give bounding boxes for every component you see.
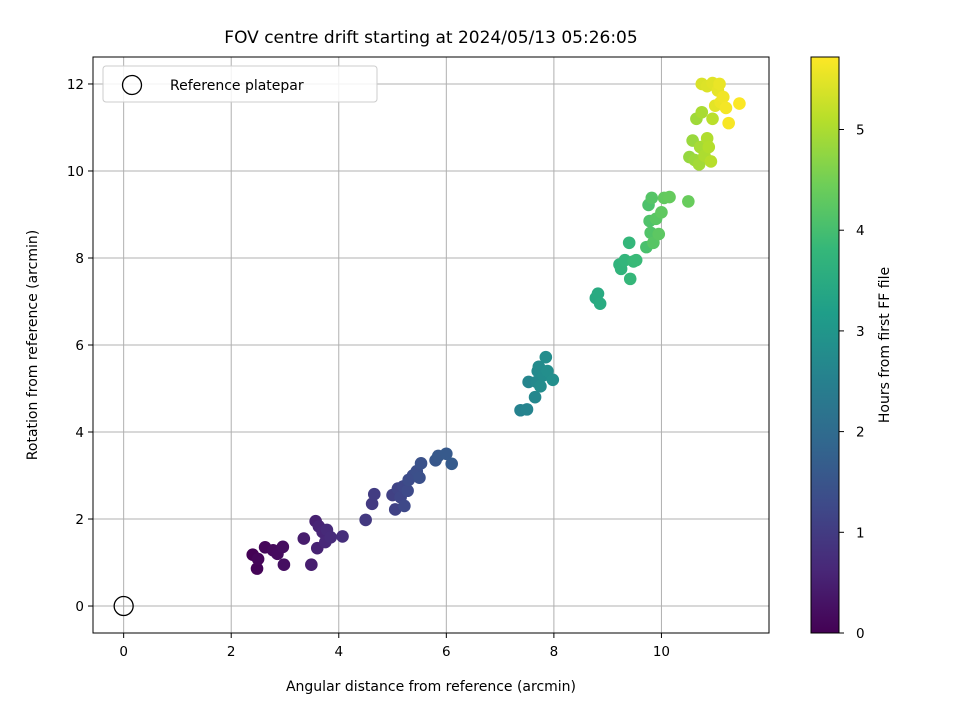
y-tick-label: 6 xyxy=(75,338,84,354)
data-point xyxy=(652,227,666,241)
data-point xyxy=(623,272,637,286)
data-point xyxy=(655,206,668,219)
data-point xyxy=(305,558,318,571)
data-point xyxy=(324,530,338,544)
colorbar-tick-label: 5 xyxy=(856,123,865,139)
y-tick-label: 4 xyxy=(75,425,84,441)
y-tick-label: 10 xyxy=(67,164,84,180)
data-point xyxy=(663,190,676,204)
colorbar-tick-label: 3 xyxy=(856,324,865,340)
x-axis-ticks: 0 2 4 6 8 10 xyxy=(119,633,670,660)
data-point xyxy=(682,195,695,208)
data-point xyxy=(719,101,733,115)
data-point xyxy=(645,191,659,205)
data-point xyxy=(251,552,265,566)
data-point xyxy=(440,447,453,461)
data-point xyxy=(250,562,264,575)
colorbar-tick-label: 2 xyxy=(856,425,865,441)
data-point xyxy=(520,403,534,416)
data-point xyxy=(277,558,291,571)
grid xyxy=(93,57,769,633)
data-points xyxy=(246,76,746,575)
data-point xyxy=(702,140,716,154)
y-tick-label: 0 xyxy=(75,599,84,615)
colorbar xyxy=(810,56,840,634)
x-tick-label: 0 xyxy=(119,644,128,660)
data-point xyxy=(445,457,459,471)
data-point xyxy=(359,513,372,527)
data-point xyxy=(365,497,379,511)
y-tick-label: 12 xyxy=(67,77,84,93)
reference-marker-group xyxy=(113,595,134,617)
colorbar-label: Hours from first FF file xyxy=(877,267,893,423)
y-tick-label: 8 xyxy=(75,251,84,267)
data-point xyxy=(706,112,719,126)
data-point xyxy=(297,532,311,545)
data-point xyxy=(336,530,349,543)
colorbar-tick-label: 0 xyxy=(856,626,865,642)
data-point xyxy=(733,97,746,110)
data-point xyxy=(367,487,381,501)
colorbar-tick-label: 1 xyxy=(856,525,865,541)
data-point xyxy=(629,253,643,267)
x-tick-label: 8 xyxy=(550,644,559,660)
reference-platepar-marker xyxy=(113,595,134,617)
y-tick-label: 2 xyxy=(75,512,84,528)
data-point xyxy=(704,155,718,168)
data-point xyxy=(695,105,709,119)
colorbar-ticks: 0 1 2 3 4 5 xyxy=(839,123,865,642)
data-point xyxy=(591,287,605,300)
data-point xyxy=(414,457,428,470)
data-point xyxy=(401,484,414,498)
legend-label: Reference platepar xyxy=(170,78,304,94)
y-axis-label: Rotation from reference (arcmin) xyxy=(25,230,41,460)
legend-box xyxy=(102,65,378,103)
legend-open-circle-marker xyxy=(121,74,143,96)
chart-title: FOV centre drift starting at 2024/05/13 … xyxy=(224,28,637,48)
legend: Reference platepar xyxy=(102,65,378,103)
data-point xyxy=(539,350,553,364)
colorbar-tick-label: 4 xyxy=(856,223,865,239)
data-point xyxy=(713,77,726,91)
data-point xyxy=(534,380,547,393)
data-point xyxy=(413,471,426,484)
x-tick-label: 2 xyxy=(227,644,236,660)
data-point xyxy=(593,297,607,310)
data-point xyxy=(398,499,411,513)
x-tick-label: 4 xyxy=(334,644,343,660)
y-axis-ticks: 0 2 4 6 8 10 12 xyxy=(67,77,93,615)
data-point xyxy=(276,540,290,554)
data-point xyxy=(528,390,542,404)
x-tick-label: 10 xyxy=(653,644,670,660)
x-tick-label: 6 xyxy=(442,644,451,660)
x-axis-label: Angular distance from reference (arcmin) xyxy=(286,679,576,695)
data-point xyxy=(722,116,735,130)
data-point xyxy=(546,373,560,387)
data-point xyxy=(622,236,636,250)
data-point xyxy=(716,90,730,104)
